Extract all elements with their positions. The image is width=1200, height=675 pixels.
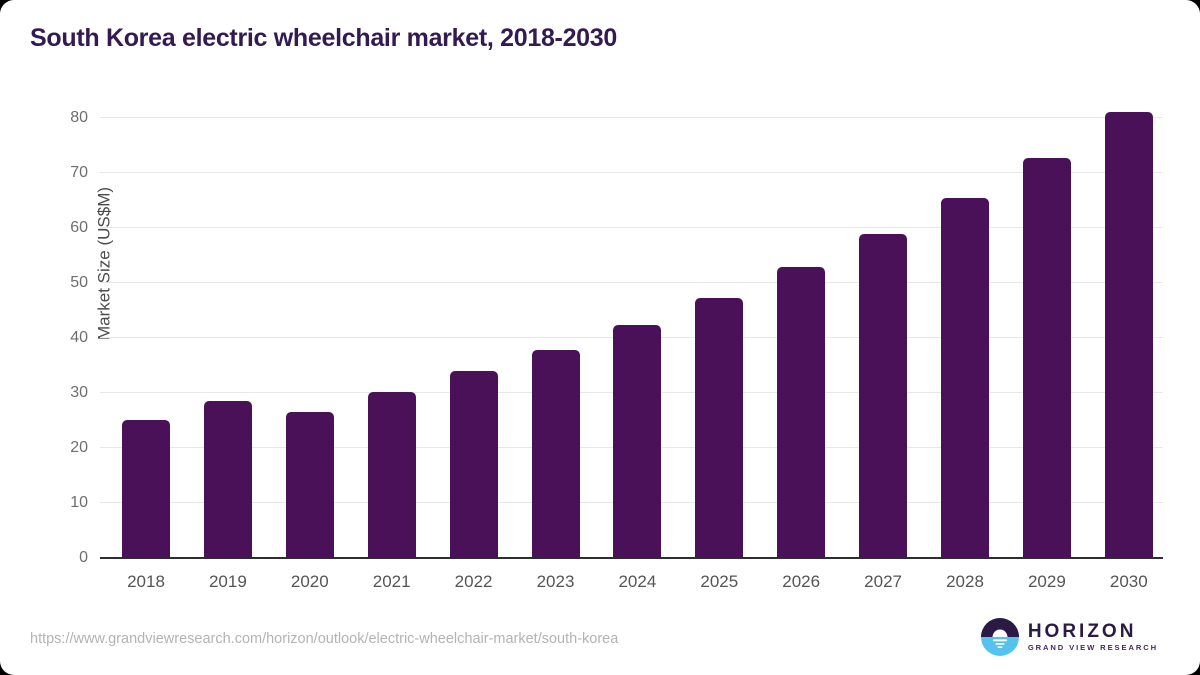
x-tick-2026: 2026 [782, 572, 821, 591]
bar-2021 [367, 392, 416, 558]
gridline-70 [100, 172, 1163, 173]
y-tick-0: 0 [79, 549, 88, 566]
x-tick-2022: 2022 [454, 572, 493, 591]
y-tick-50: 50 [70, 274, 88, 291]
gridline-80 [100, 117, 1163, 118]
bar-2024 [613, 325, 662, 558]
y-tick-20: 20 [70, 439, 88, 456]
x-tick-2027: 2027 [864, 572, 902, 591]
bar-2030 [1104, 111, 1153, 558]
chart-title: South Korea electric wheelchair market, … [30, 24, 617, 52]
source-url: https://www.grandviewresearch.com/horizo… [30, 631, 619, 647]
gridline-50 [100, 282, 1163, 283]
x-tick-2024: 2024 [618, 572, 657, 591]
y-tick-70: 70 [70, 164, 88, 181]
y-tick-30: 30 [70, 384, 88, 401]
x-tick-2028: 2028 [946, 572, 984, 591]
logo-brand-text: HORIZON [1027, 620, 1137, 642]
logo-wordmark: HORIZON GRAND VIEW RESEARCH [1027, 620, 1158, 653]
y-tick-10: 10 [70, 494, 88, 511]
bar-2019 [203, 401, 252, 558]
x-axis-line [100, 557, 1163, 559]
bar-2028 [941, 197, 989, 558]
bar-2029 [1022, 157, 1071, 558]
bar-2018 [122, 419, 170, 558]
bar-2027 [859, 234, 908, 558]
x-tick-2019: 2019 [208, 572, 247, 591]
x-tick-2025: 2025 [700, 572, 739, 591]
y-tick-80: 80 [70, 109, 88, 126]
x-tick-2029: 2029 [1027, 572, 1066, 591]
horizon-sun-icon [980, 618, 1019, 656]
bar-2026 [777, 267, 826, 558]
gridline-60 [100, 227, 1163, 228]
bar-2020 [285, 412, 334, 558]
bar-2025 [695, 297, 744, 558]
plot-area [100, 111, 1163, 559]
y-tick-40: 40 [70, 329, 88, 346]
x-tick-2023: 2023 [536, 572, 575, 591]
x-tick-2018: 2018 [127, 572, 165, 591]
logo-subbrand-text: GRAND VIEW RESEARCH [1027, 643, 1158, 653]
x-tick-2021: 2021 [372, 572, 411, 591]
bar-2023 [531, 349, 580, 558]
y-tick-60: 60 [70, 219, 88, 236]
bar-2022 [449, 371, 498, 558]
x-tick-2020: 2020 [290, 572, 329, 591]
x-tick-2030: 2030 [1109, 572, 1148, 591]
horizon-logo: HORIZON GRAND VIEW RESEARCH [980, 618, 1158, 656]
